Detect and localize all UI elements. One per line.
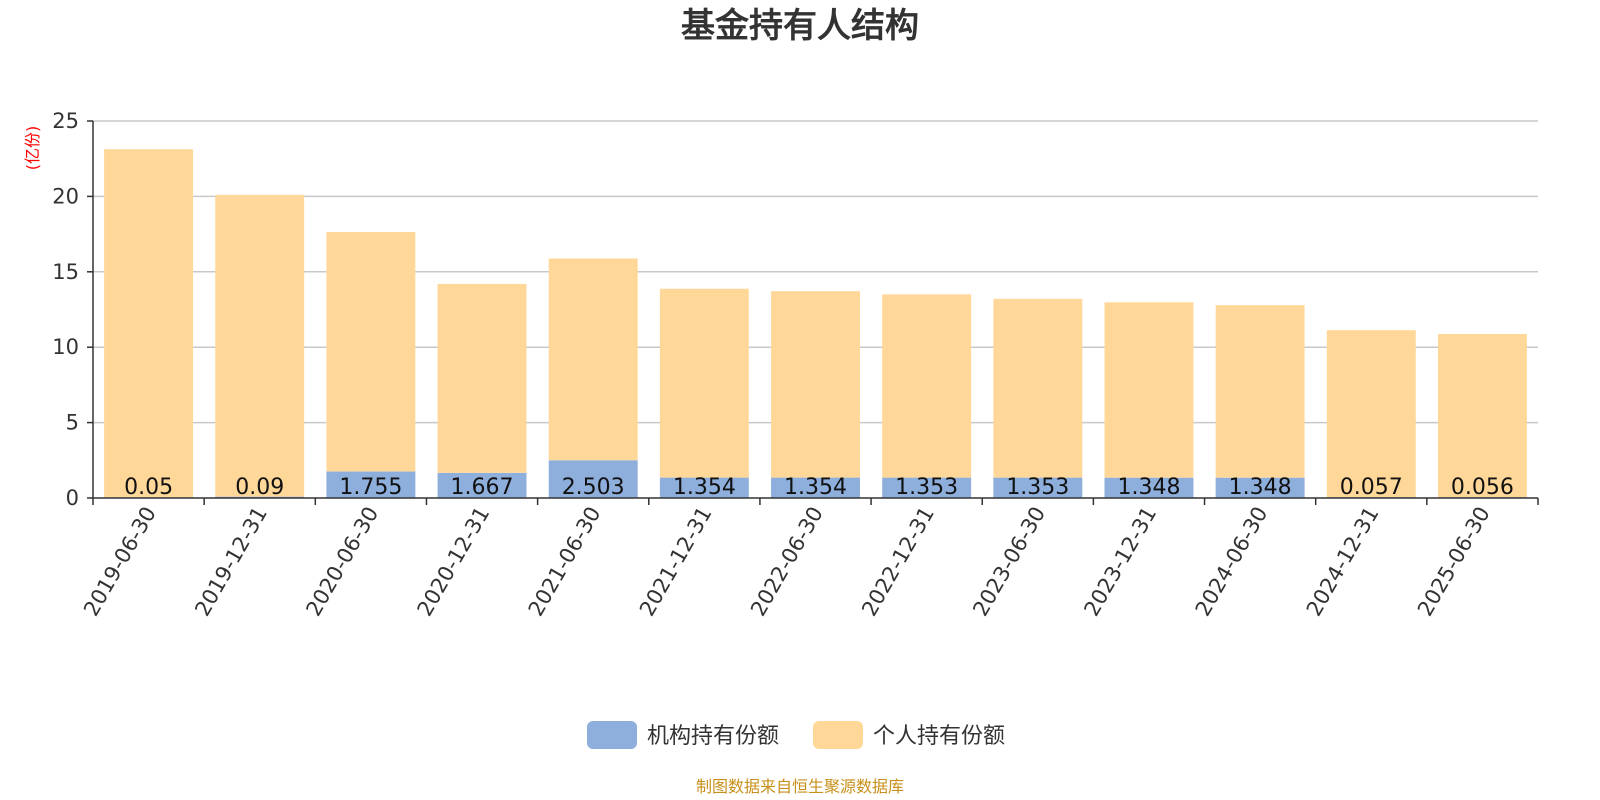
y-tick-label: 10 xyxy=(52,335,79,359)
legend[interactable]: 机构持有份额 个人持有份额 xyxy=(587,721,1005,749)
y-tick-label: 0 xyxy=(66,486,79,510)
y-tick-label: 20 xyxy=(52,184,79,208)
data-label-institutional: 1.353 xyxy=(895,475,958,500)
legend-swatch[interactable] xyxy=(587,721,637,749)
data-label-institutional: 1.354 xyxy=(784,475,847,500)
x-tick-label: 2020-06-30 xyxy=(301,503,383,621)
x-tick-label: 2024-12-31 xyxy=(1302,503,1384,621)
bar-institutional xyxy=(1215,477,1305,498)
y-unit-label: (亿份) xyxy=(23,126,42,171)
data-label-institutional: 0.057 xyxy=(1340,475,1403,500)
y-tick-label: 15 xyxy=(52,260,79,284)
bars xyxy=(104,149,1527,498)
x-tick-label: 2023-06-30 xyxy=(968,503,1050,621)
data-label-institutional: 2.503 xyxy=(562,475,625,500)
bar-institutional xyxy=(326,471,416,498)
bar-individual xyxy=(437,283,527,473)
data-label-institutional: 0.05 xyxy=(124,475,173,500)
data-label-institutional: 1.348 xyxy=(1117,475,1180,500)
bar-individual xyxy=(771,291,860,478)
data-label-institutional: 1.667 xyxy=(451,475,514,500)
bar-individual xyxy=(1215,305,1305,478)
bar-individual xyxy=(1104,302,1194,478)
bar-institutional xyxy=(659,477,749,498)
bar-individual xyxy=(1437,333,1527,498)
bar-institutional xyxy=(882,477,972,498)
x-tick-label: 2021-06-30 xyxy=(524,503,606,621)
data-label-institutional: 1.755 xyxy=(339,475,402,500)
x-tick-label: 2022-06-30 xyxy=(746,503,828,621)
y-axis-ticks: 0 5 10 15 20 25 xyxy=(52,109,93,510)
bar-institutional xyxy=(548,460,638,498)
data-label-institutional: 0.056 xyxy=(1451,475,1514,500)
bar-individual xyxy=(215,194,305,497)
bar-individual xyxy=(882,294,972,478)
bar-individual xyxy=(659,288,749,478)
y-tick-label: 25 xyxy=(52,109,79,133)
data-label-institutional: 1.354 xyxy=(673,475,736,500)
bar-institutional xyxy=(771,477,860,498)
bar-individual xyxy=(548,258,638,461)
bar-individual xyxy=(1326,330,1416,498)
x-axis-ticks: 2019-06-30 2019-12-31 2020-06-30 2020-12-31… xyxy=(79,498,1539,621)
x-tick-label: 2023-12-31 xyxy=(1079,503,1161,621)
x-tick-label: 2025-06-30 xyxy=(1413,503,1495,621)
legend-label[interactable]: 机构持有份额 xyxy=(647,724,779,749)
x-tick-label: 2019-12-31 xyxy=(190,503,272,621)
bar-individual xyxy=(993,298,1083,478)
x-tick-label: 2022-12-31 xyxy=(857,502,939,620)
axes xyxy=(92,121,1538,499)
legend-swatch[interactable] xyxy=(813,721,863,749)
data-label-institutional: 1.353 xyxy=(1006,475,1069,500)
data-label-institutional: 1.348 xyxy=(1229,475,1292,500)
bar-institutional xyxy=(437,472,527,498)
bar-institutional xyxy=(993,477,1083,498)
x-tick-label: 2024-06-30 xyxy=(1191,503,1273,621)
bar-individual xyxy=(104,149,194,498)
legend-label[interactable]: 个人持有份额 xyxy=(873,724,1005,749)
source-note: 制图数据来自恒生聚源数据库 xyxy=(696,777,904,796)
bar-individual xyxy=(326,232,416,472)
y-tick-label: 5 xyxy=(66,411,79,435)
x-tick-label: 2020-12-31 xyxy=(413,503,495,621)
data-labels: 0.05 0.09 1.755 1.667 2.503 1.354 1.354 1.353 1.… xyxy=(124,475,1514,500)
chart-title: 基金持有人结构 xyxy=(681,6,919,46)
x-tick-label: 2019-06-30 xyxy=(79,503,161,621)
x-tick-label: 2021-12-31 xyxy=(635,503,717,621)
bar-institutional xyxy=(1104,477,1194,498)
data-label-institutional: 0.09 xyxy=(235,475,284,500)
